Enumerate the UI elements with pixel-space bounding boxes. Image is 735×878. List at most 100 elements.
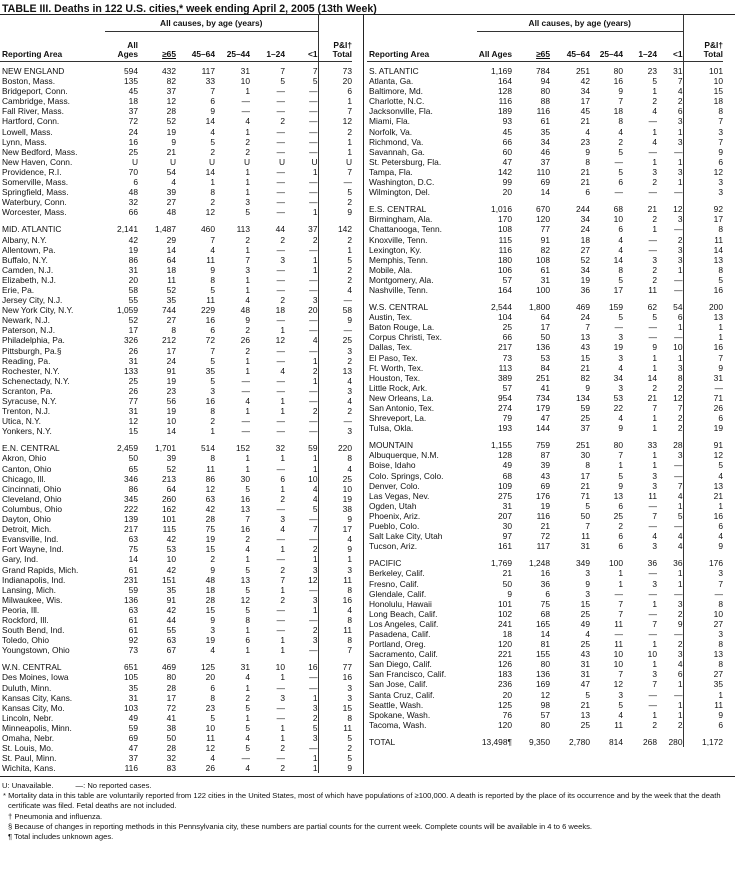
city-row: Detroit, Mich. 217 115 75 16 4 7 17 bbox=[0, 524, 352, 535]
cell-25-44: 68 bbox=[613, 204, 623, 215]
cell-pi-total: 200 bbox=[682, 302, 723, 313]
cell-pi-total: 1,172 bbox=[682, 736, 723, 747]
cell-1-24: — bbox=[276, 244, 285, 255]
cell-65-plus: 212 bbox=[162, 335, 176, 346]
cell-pi-total: 16 bbox=[317, 672, 352, 683]
cell-45-64: 33 bbox=[205, 76, 215, 87]
cell-under-1: 1 bbox=[312, 453, 318, 464]
cell-area: Somerville, Mass. bbox=[2, 177, 69, 188]
cell-45-64: 72 bbox=[205, 335, 215, 346]
cell-all-ages: 189 bbox=[498, 106, 512, 117]
cell-25-44: 3 bbox=[618, 352, 623, 363]
cell-25-44: 9 bbox=[618, 423, 623, 434]
cell-all-ages: 70 bbox=[128, 166, 138, 177]
cell-65-plus: 82 bbox=[540, 244, 550, 255]
cell-pi-total: 9 bbox=[682, 541, 723, 552]
cell-under-1: 4 bbox=[677, 531, 683, 542]
cell-all-ages: 9 bbox=[507, 588, 512, 599]
city-row: Fort Wayne, Ind. 75 53 15 4 1 2 9 bbox=[0, 544, 352, 555]
cell-65-plus: 36 bbox=[540, 578, 550, 589]
cell-under-1: 7 bbox=[312, 524, 318, 535]
cell-area: Memphis, Tenn. bbox=[369, 254, 428, 265]
cell-area: Bridgeport, Conn. bbox=[2, 86, 68, 97]
cell-pi-total: 73 bbox=[317, 61, 352, 77]
city-row: Columbus, Ohio 222 162 42 13 — 5 38 bbox=[0, 503, 352, 515]
cell-25-44: 6 bbox=[618, 177, 623, 188]
cell-under-1: 1 bbox=[677, 264, 683, 275]
cell-45-64: 251 bbox=[576, 66, 590, 76]
top-rule bbox=[0, 14, 735, 15]
city-row: Little Rock, Ark. 57 41 9 3 2 2— bbox=[367, 382, 723, 393]
cell-25-44: 10 bbox=[240, 76, 250, 87]
cell-25-44: 8 bbox=[618, 264, 623, 275]
cell-45-64: 2 bbox=[210, 146, 215, 157]
cell-45-64: 6 bbox=[210, 325, 215, 336]
city-row: Providence, R.I. 70 54 14 1—1 7 bbox=[0, 166, 352, 178]
cell-1-24: 2 bbox=[280, 493, 285, 504]
cell-pi-total: 21 bbox=[682, 490, 723, 501]
cell-65-plus: 50 bbox=[540, 332, 550, 343]
city-row: Nashville, Tenn. 164 100 36 17 11 —16 bbox=[367, 284, 723, 296]
cell-under-1: 3 bbox=[677, 244, 683, 255]
cell-area: Hartford, Conn. bbox=[2, 116, 60, 127]
cell-under-1: 7 bbox=[677, 76, 683, 87]
cell-area: Austin, Tex. bbox=[369, 312, 413, 323]
cell-25-44: 6 bbox=[618, 224, 623, 235]
cell-25-44: 5 bbox=[245, 743, 250, 754]
cell-under-1: — bbox=[309, 197, 318, 208]
cell-all-ages: 12 bbox=[128, 416, 138, 427]
cell-area: Pasadena, Calif. bbox=[369, 628, 431, 639]
cell-pi-total: 220 bbox=[317, 443, 352, 454]
cell-65-plus: 72 bbox=[166, 702, 176, 713]
cell-65-plus: 136 bbox=[536, 669, 550, 680]
cell-65-plus: 9 bbox=[171, 136, 176, 147]
cell-45-64: 25 bbox=[580, 639, 590, 650]
cell-65-plus: 27 bbox=[166, 315, 176, 326]
cell-1-24: 1 bbox=[280, 722, 285, 733]
cell-65-plus: 10 bbox=[166, 416, 176, 427]
cell-area: Lansing, Mich. bbox=[2, 584, 56, 595]
cell-25-44: 7 bbox=[618, 608, 623, 619]
cell-25-44: 1 bbox=[245, 244, 250, 255]
city-row: Denver, Colo. 109 69 21 9 3 7 13 bbox=[367, 480, 723, 491]
cell-45-64: 7 bbox=[585, 322, 590, 333]
cell-under-1: — bbox=[674, 470, 683, 481]
section-spacer bbox=[367, 197, 723, 205]
cell-all-ages: 161 bbox=[498, 541, 512, 552]
cell-45-64: 1 bbox=[210, 426, 215, 437]
cell-25-44: 5 bbox=[618, 166, 623, 177]
cell-all-ages: 133 bbox=[124, 365, 138, 376]
city-row: San Jose, Calif. 236 169 47 12 7 1 35 bbox=[367, 679, 723, 690]
cell-45-64: 9 bbox=[585, 146, 590, 157]
section-spacer bbox=[367, 433, 723, 441]
cell-under-1: 4 bbox=[677, 659, 683, 670]
cell-pi-total: 2 bbox=[317, 197, 352, 208]
cell-65-plus: 115 bbox=[162, 524, 176, 535]
cell-pi-total: 8 bbox=[682, 264, 723, 275]
cell-45-64: 31 bbox=[580, 669, 590, 680]
cell-65-plus: 28 bbox=[166, 743, 176, 754]
cell-25-44: 16 bbox=[240, 493, 250, 504]
cell-45-64: 35 bbox=[205, 365, 215, 376]
cell-1-24: 1 bbox=[652, 224, 657, 235]
cell-area: Knoxville, Tenn. bbox=[369, 234, 428, 245]
cell-65-plus: 38 bbox=[166, 722, 176, 733]
cell-1-24: 1 bbox=[652, 352, 657, 363]
cell-1-24: 1 bbox=[280, 645, 285, 656]
cell-25-44: 25 bbox=[613, 510, 623, 521]
cell-pi-total: 5 bbox=[682, 274, 723, 285]
cell-45-64: 2 bbox=[210, 554, 215, 565]
cell-all-ages: 50 bbox=[128, 453, 138, 464]
cell-area: Wichita, Kans. bbox=[2, 763, 56, 774]
cell-45-64: 13 bbox=[580, 332, 590, 343]
cell-under-1: 1 bbox=[312, 375, 318, 386]
cell-1-24: — bbox=[648, 234, 657, 245]
cell-area: Baltimore, Md. bbox=[369, 86, 423, 97]
cell-45-64: 31 bbox=[580, 659, 590, 670]
cell-45-64: 21 bbox=[580, 362, 590, 373]
cell-pi-total: 1 bbox=[317, 96, 352, 107]
cell-1-24: 62 bbox=[647, 302, 657, 313]
footnote-section: § Because of changes in reporting method… bbox=[8, 821, 593, 831]
city-row: Boise, Idaho 49 39 8 1 1 —5 bbox=[367, 460, 723, 471]
cell-all-ages: 48 bbox=[128, 187, 138, 198]
